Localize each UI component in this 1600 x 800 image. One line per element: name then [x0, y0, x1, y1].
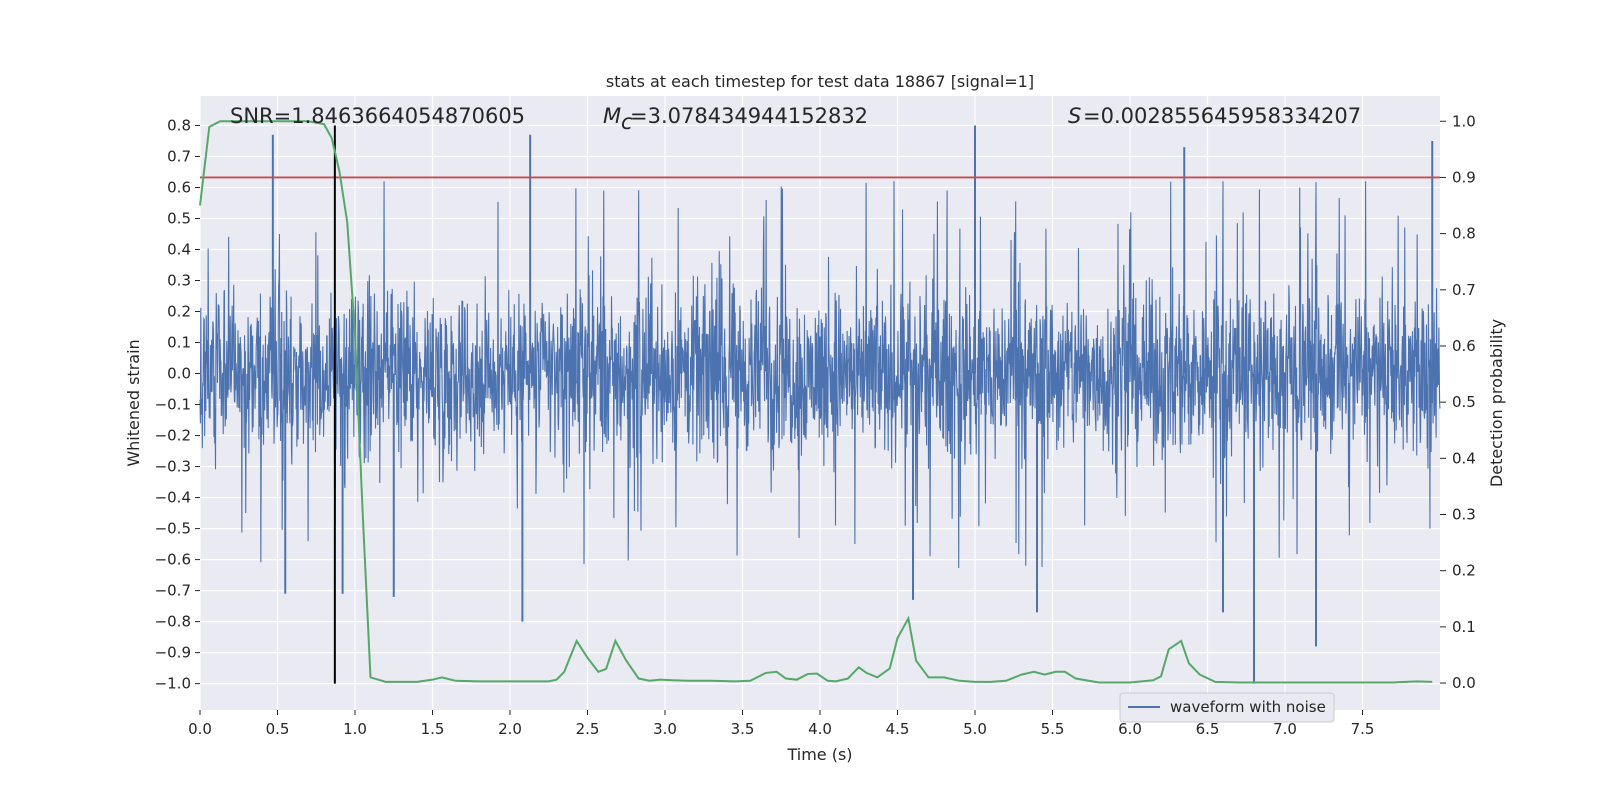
x-tick-label: 4.5 [886, 720, 910, 738]
y-tick-label: 0.3 [167, 272, 191, 290]
y-right-tick-label: 0.4 [1452, 449, 1476, 467]
y-tick-label: 0.1 [167, 334, 191, 352]
legend-label: waveform with noise [1170, 698, 1326, 716]
y-tick-label: −0.3 [155, 458, 191, 476]
y-right-tick-label: 1.0 [1452, 112, 1476, 130]
y-tick-label: −0.8 [155, 613, 191, 631]
y-tick-label: 0.8 [167, 116, 191, 134]
y-right-tick-label: 0.7 [1452, 281, 1476, 299]
x-tick-label: 3.0 [653, 720, 677, 738]
x-tick-label: 2.0 [498, 720, 522, 738]
x-tick-label: 0.5 [266, 720, 290, 738]
y-tick-label: 0.5 [167, 209, 191, 227]
detection-probability-line [199, 120, 1433, 684]
x-tick-label: 3.5 [731, 720, 755, 738]
svg-text:M: M [603, 104, 621, 128]
x-tick-label: 5.0 [963, 720, 987, 738]
y-tick-label: 0.4 [167, 241, 191, 259]
y-tick-label: −0.7 [155, 582, 191, 600]
y-tick-label: −0.9 [155, 644, 191, 662]
y-tick-label: −0.5 [155, 520, 191, 538]
svg-text:c: c [621, 110, 633, 134]
y-right-tick-label: 0.6 [1452, 337, 1476, 355]
x-tick-label: 6.5 [1196, 720, 1220, 738]
svg-text:=3.078434944152832: =3.078434944152832 [630, 104, 868, 128]
y-ticks-right: 1.0 0.9 0.8 0.7 0.6 0.5 0.4 0.3 0.2 0.1 0.0 [1440, 112, 1476, 692]
y-tick-label: −0.2 [155, 427, 191, 445]
waveform-line [199, 181, 1441, 568]
y-tick-label: −0.6 [155, 551, 191, 569]
y-tick-label: −1.0 [155, 675, 191, 693]
legend: waveform with noise [1119, 692, 1335, 723]
x-tick-label: 1.5 [421, 720, 445, 738]
y-right-tick-label: 0.2 [1452, 562, 1476, 580]
y-ticks-left: 0.8 0.7 0.6 0.5 0.4 0.3 0.2 0.1 0.0 −0.1 −0.2 −0.3 −… [155, 116, 200, 693]
x-tick-label: 2.5 [576, 720, 600, 738]
x-tick-label: 0.0 [188, 720, 212, 738]
y-tick-label: −0.1 [155, 396, 191, 414]
y-tick-label: 0.0 [167, 365, 191, 383]
x-tick-label: 7.0 [1273, 720, 1297, 738]
x-ticks: 0.0 0.5 1.0 1.5 2.0 2.5 3.0 3.5 4.0 4.5 5.0 5.5 6.0 6… [188, 710, 1374, 738]
y-axis-label-right: Detection probability [1487, 319, 1506, 487]
y-axis-label: Whitened strain [124, 339, 143, 466]
y-tick-label: 0.7 [167, 147, 191, 165]
chart-title: stats at each timestep for test data 188… [606, 72, 1034, 91]
x-tick-label: 7.5 [1351, 720, 1375, 738]
s-annotation: S =0.002855645958334207 [1068, 104, 1361, 128]
x-axis-label: Time (s) [786, 745, 852, 764]
y-tick-label: −0.4 [155, 489, 191, 507]
x-tick-label: 1.0 [343, 720, 367, 738]
y-tick-label: 0.6 [167, 178, 191, 196]
y-right-tick-label: 0.1 [1452, 618, 1476, 636]
waveform-series [199, 125, 1441, 684]
legend-box [1119, 692, 1335, 723]
y-right-tick-label: 0.8 [1452, 225, 1476, 243]
overlays [199, 120, 1440, 684]
x-tick-label: 5.5 [1041, 720, 1065, 738]
mc-annotation: M c =3.078434944152832 [603, 104, 868, 134]
svg-text:S: S [1068, 104, 1081, 128]
y-right-tick-label: 0.5 [1452, 393, 1476, 411]
snr-annotation: SNR=1.8463664054870605 [230, 104, 525, 128]
y-right-tick-label: 0.9 [1452, 168, 1476, 186]
y-right-tick-label: 0.0 [1452, 674, 1476, 692]
svg-text:=0.002855645958334207: =0.002855645958334207 [1083, 104, 1361, 128]
y-tick-label: 0.2 [167, 303, 191, 321]
x-tick-label: 6.0 [1118, 720, 1142, 738]
x-tick-label: 4.0 [808, 720, 832, 738]
y-right-tick-label: 0.3 [1452, 506, 1476, 524]
